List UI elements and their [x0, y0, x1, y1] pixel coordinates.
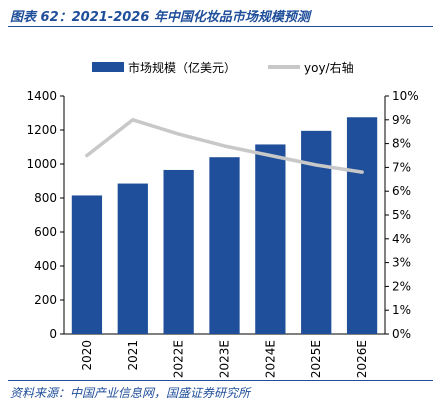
right-tick-label: 7% — [392, 160, 411, 174]
x-tick-label: 2024E — [263, 340, 277, 378]
bar — [346, 117, 378, 334]
right-tick-label: 6% — [392, 184, 411, 198]
right-tick-label: 4% — [392, 232, 411, 246]
yoy-point — [223, 144, 226, 148]
bar — [255, 144, 286, 334]
x-tick-label: 2021 — [126, 340, 140, 371]
legend: 市场规模（亿美元） yoy/右轴 — [92, 60, 354, 75]
right-tick-label: 9% — [392, 113, 411, 127]
left-tick-label: 1400 — [26, 89, 57, 103]
yoy-point — [85, 154, 89, 157]
left-tick-label: 1200 — [26, 123, 57, 137]
bar — [209, 157, 240, 334]
yoy-point — [360, 170, 364, 174]
yoy-point — [268, 154, 272, 157]
yoy-point — [314, 163, 318, 167]
right-tick-label: 3% — [392, 256, 411, 270]
x-tick-label: 2020 — [80, 340, 94, 371]
legend-bar-label: 市场规模（亿美元） — [128, 60, 236, 75]
source-note: 资料来源：中国产业信息网，国盛证券研究所 — [10, 386, 251, 400]
legend-line-label: yoy/右轴 — [304, 60, 354, 75]
left-tick-label: 1000 — [26, 157, 57, 171]
bar — [117, 183, 148, 334]
left-tick-label: 0 — [49, 327, 57, 341]
yoy-point — [131, 118, 135, 122]
yoy-point — [177, 132, 181, 136]
right-tick-label: 1% — [392, 303, 411, 317]
left-tick-label: 200 — [34, 293, 57, 307]
footer-divider — [8, 380, 433, 381]
x-tick-label: 2022E — [172, 340, 186, 378]
legend-bar-swatch — [92, 62, 124, 72]
right-tick-label: 2% — [392, 279, 411, 293]
figure-title: 图表 62：2021-2026 年中国化妆品市场规模预测 — [10, 10, 310, 25]
right-tick-label: 10% — [392, 89, 419, 103]
title-divider — [8, 26, 433, 27]
left-tick-label: 800 — [34, 191, 57, 205]
right-tick-label: 8% — [392, 137, 411, 151]
right-tick-label: 5% — [392, 208, 411, 222]
right-tick-label: 0% — [392, 327, 411, 341]
bar — [71, 195, 103, 334]
plot-area: 0 200 400 600 800 1000 1200 1400 0% 1% 2% 3% 4% 5% 6% 7… — [26, 89, 418, 378]
left-tick-label: 400 — [34, 259, 57, 273]
bar — [163, 169, 194, 334]
x-tick-label: 2025E — [309, 340, 323, 378]
left-tick-label: 600 — [34, 225, 57, 239]
x-tick-label: 2026E — [355, 340, 369, 378]
x-tick-label: 2023E — [218, 340, 232, 378]
